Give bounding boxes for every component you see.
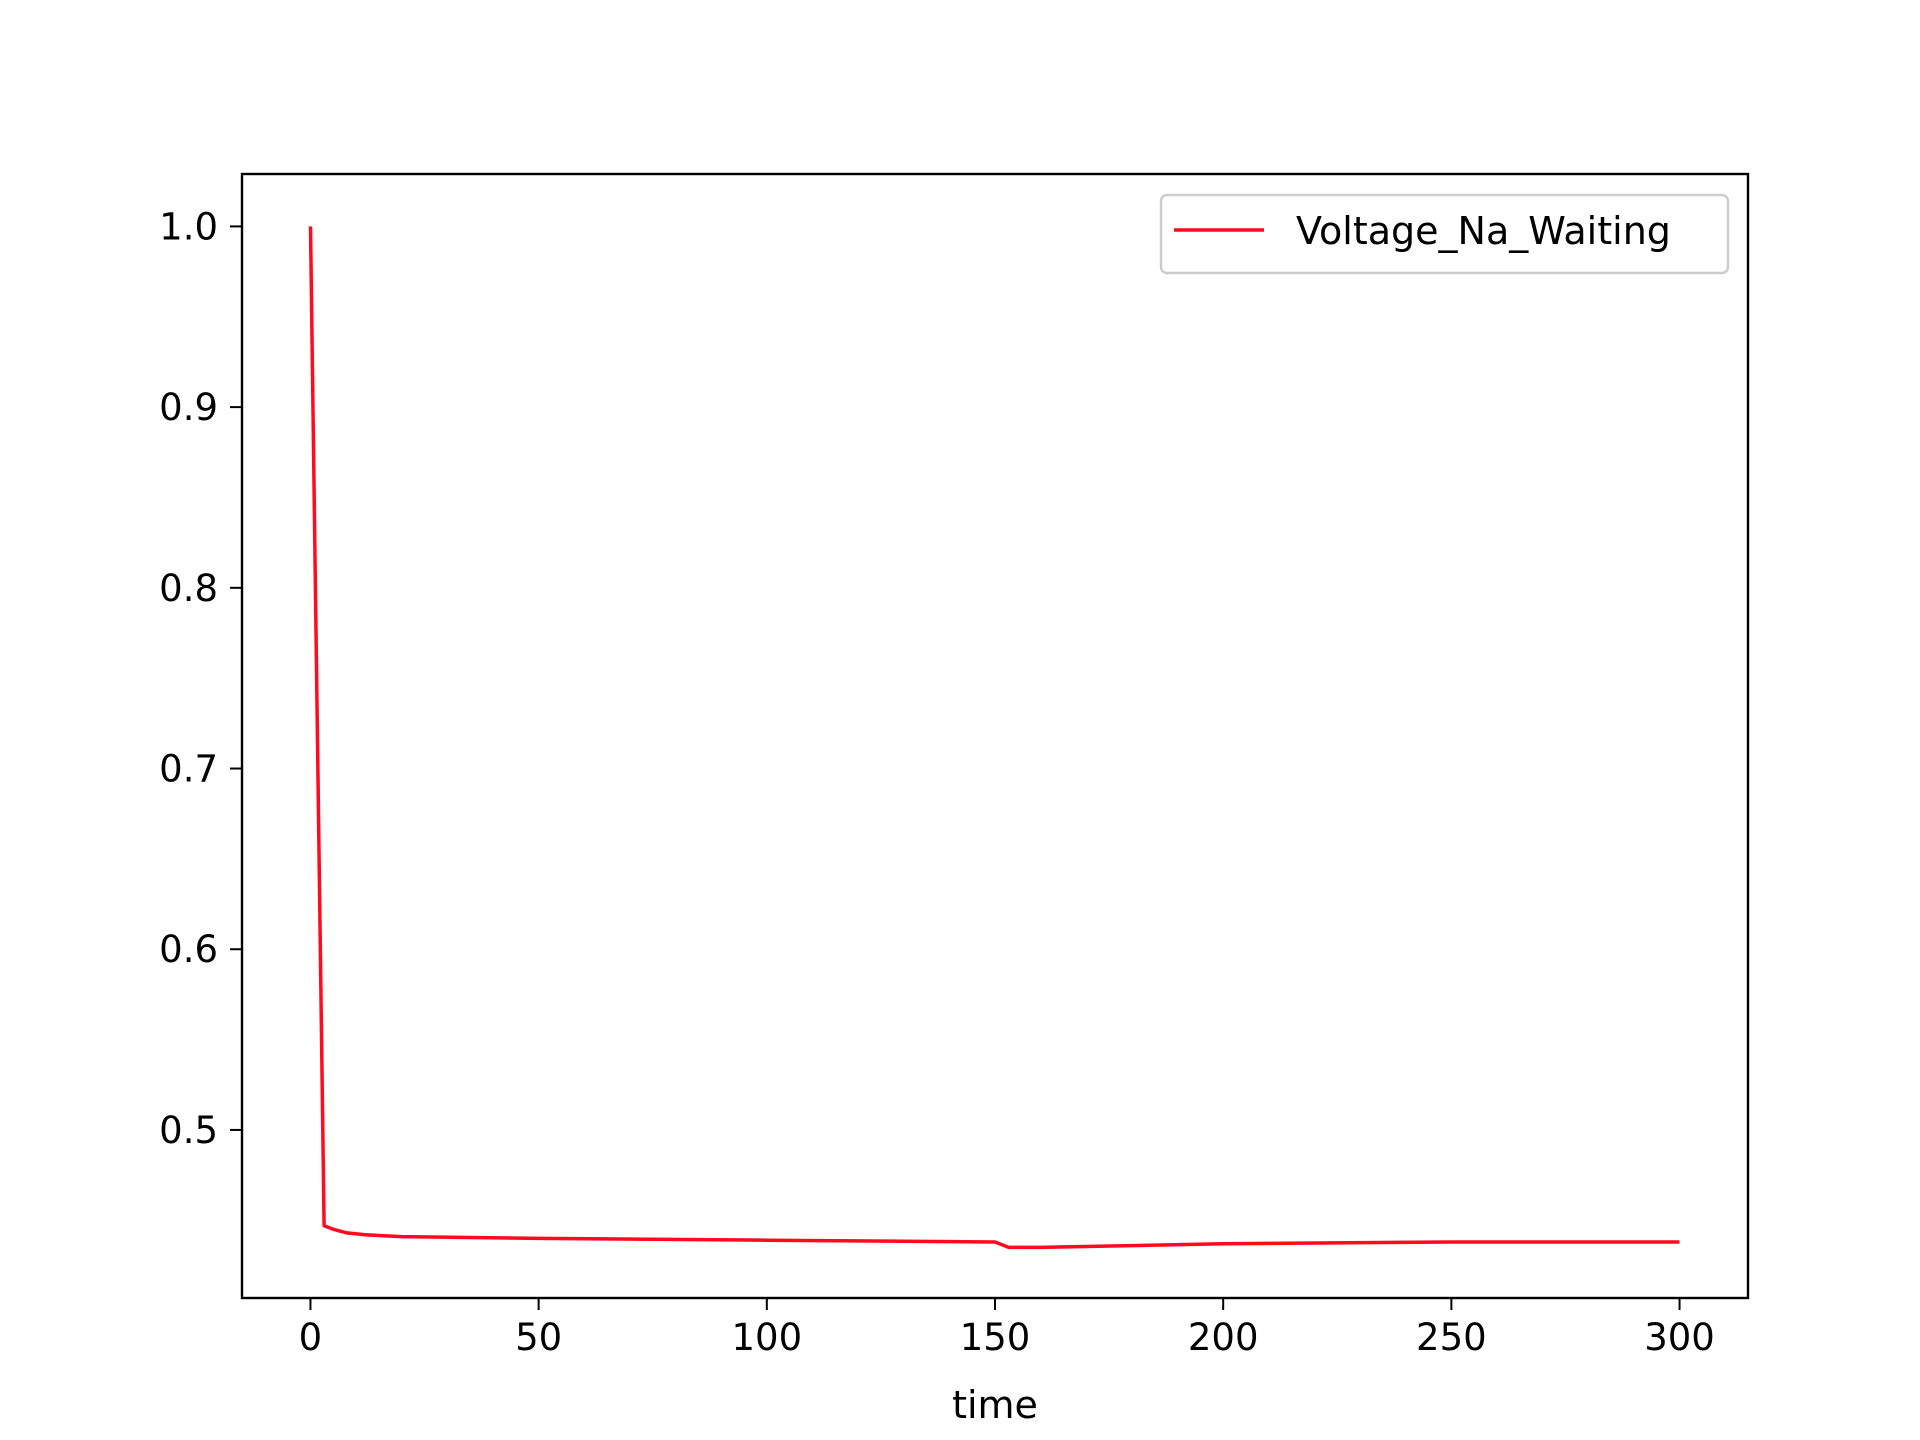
x-tick-label: 100 [732, 1316, 803, 1359]
x-tick-label: 150 [960, 1316, 1031, 1359]
x-axis-ticks: 0 50 100 150 200 250 300 [299, 1298, 1715, 1359]
x-tick-label: 300 [1644, 1316, 1715, 1359]
y-axis-ticks: 0.5 0.6 0.7 0.8 0.9 1.0 [159, 205, 242, 1152]
y-tick-label: 0.9 [159, 386, 218, 429]
legend-entry-voltage-na-waiting: Voltage_Na_Waiting [1296, 209, 1671, 253]
plot-area [242, 174, 1748, 1298]
y-tick-label: 0.7 [159, 748, 218, 791]
x-tick-label: 50 [515, 1316, 562, 1359]
x-tick-label: 0 [299, 1316, 323, 1359]
x-axis-label: time [952, 1383, 1038, 1427]
x-tick-label: 200 [1188, 1316, 1259, 1359]
series-line-0 [308, 226, 1680, 1250]
legend-box [1159, 193, 1730, 275]
y-tick-label: 0.6 [159, 928, 218, 971]
y-tick-label: 1.0 [159, 205, 218, 248]
x-tick-label: 250 [1416, 1316, 1487, 1359]
series-layer [308, 226, 1680, 1250]
y-tick-label: 0.5 [159, 1109, 218, 1152]
y-tick-label: 0.8 [159, 567, 218, 610]
legend: Voltage_Na_Waiting [1159, 193, 1730, 275]
